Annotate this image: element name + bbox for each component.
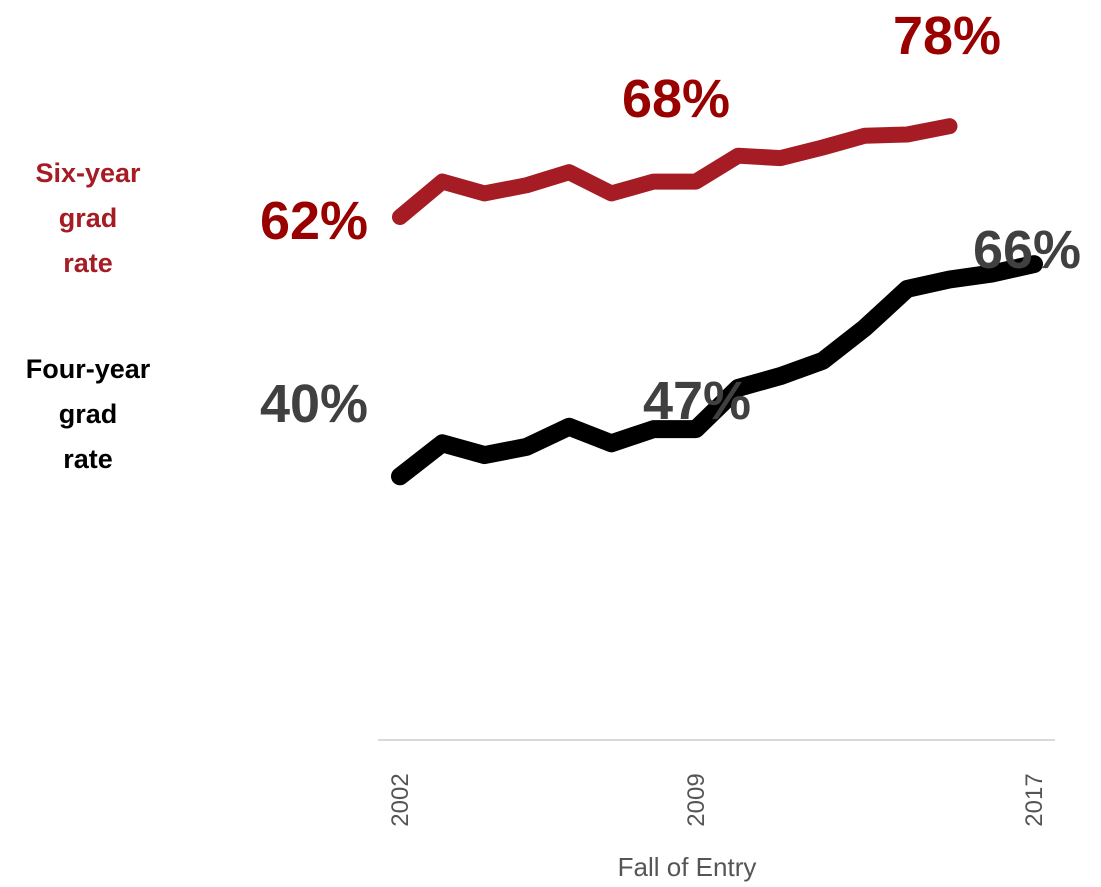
x-tick-label-1: 2009 bbox=[683, 773, 710, 826]
legend-label-0-1: grad bbox=[59, 203, 118, 233]
legend-label-1-2: rate bbox=[63, 444, 113, 474]
data-label-0: 62% bbox=[260, 191, 368, 251]
x-axis-title: Fall of Entry bbox=[618, 852, 757, 882]
legend-label-0-2: rate bbox=[63, 248, 113, 278]
legend-label-0-0: Six-year bbox=[35, 158, 141, 188]
data-label-5: 66% bbox=[973, 220, 1081, 280]
legend-label-1-0: Four-year bbox=[26, 354, 151, 384]
x-tick-label-2: 2017 bbox=[1021, 773, 1048, 826]
data-label-4: 47% bbox=[643, 371, 751, 431]
legend-label-1-1: grad bbox=[59, 399, 118, 429]
data-label-2: 78% bbox=[893, 6, 1001, 66]
data-label-1: 68% bbox=[622, 69, 730, 129]
x-tick-label-0: 2002 bbox=[387, 773, 414, 826]
series-line-1 bbox=[391, 255, 1043, 486]
data-label-3: 40% bbox=[260, 374, 368, 434]
series-line-0 bbox=[392, 118, 958, 225]
